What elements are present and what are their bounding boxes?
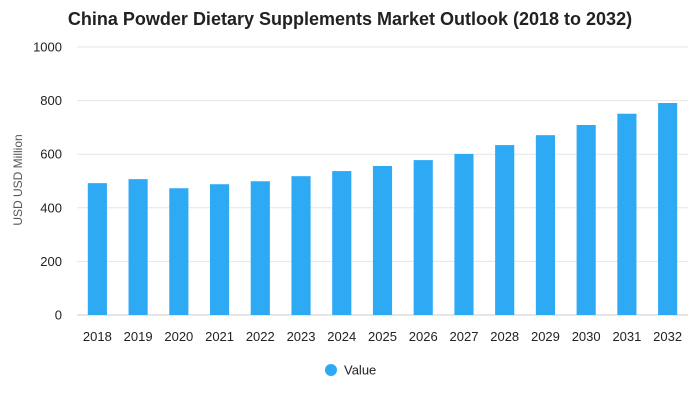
x-tick-label-2032: 2032 bbox=[653, 329, 682, 344]
bar-2032 bbox=[658, 103, 678, 316]
y-tick-label-600: 600 bbox=[40, 147, 62, 162]
bar-2018 bbox=[87, 183, 107, 315]
bar-2030 bbox=[576, 124, 596, 315]
bar-2019 bbox=[128, 179, 148, 315]
bar-2020 bbox=[169, 188, 189, 315]
y-tick-label-1000: 1000 bbox=[33, 40, 62, 55]
bar-2021 bbox=[209, 184, 230, 315]
x-tick-label-2031: 2031 bbox=[612, 329, 641, 344]
y-tick-label-800: 800 bbox=[40, 93, 62, 108]
bars bbox=[87, 103, 678, 316]
chart-title: China Powder Dietary Supplements Market … bbox=[68, 9, 632, 29]
x-tick-label-2027: 2027 bbox=[450, 329, 479, 344]
bar-2028 bbox=[495, 145, 515, 315]
bar-2024 bbox=[332, 171, 352, 315]
x-tick-label-2020: 2020 bbox=[164, 329, 193, 344]
bar-2022 bbox=[250, 181, 270, 315]
x-tick-label-2024: 2024 bbox=[327, 329, 356, 344]
x-tick-label-2023: 2023 bbox=[287, 329, 316, 344]
x-tick-label-2018: 2018 bbox=[83, 329, 112, 344]
bar-2026 bbox=[413, 160, 433, 315]
x-tick-label-2025: 2025 bbox=[368, 329, 397, 344]
bar-2025 bbox=[372, 165, 393, 315]
x-tick-label-2022: 2022 bbox=[246, 329, 275, 344]
y-tick-label-0: 0 bbox=[55, 308, 62, 323]
bar-2027 bbox=[454, 153, 474, 315]
legend: Value bbox=[325, 363, 376, 378]
x-tick-label-2028: 2028 bbox=[490, 329, 519, 344]
bar-2031 bbox=[617, 113, 637, 316]
legend-swatch-value bbox=[325, 364, 337, 376]
x-tick-label-2019: 2019 bbox=[124, 329, 153, 344]
legend-label-value: Value bbox=[344, 363, 376, 378]
x-tick-label-2026: 2026 bbox=[409, 329, 438, 344]
y-axis-ticks: 0 200 400 600 800 1000 bbox=[33, 40, 62, 323]
y-tick-label-400: 400 bbox=[40, 200, 62, 215]
x-axis-ticks: 2018 2019 2020 2021 2022 2023 2024 2025 2026 2027… bbox=[83, 329, 682, 344]
x-tick-label-2029: 2029 bbox=[531, 329, 560, 344]
bar-2023 bbox=[291, 176, 311, 315]
y-tick-label-200: 200 bbox=[40, 254, 62, 269]
y-axis-title: USD USD Million bbox=[11, 134, 25, 225]
x-tick-label-2030: 2030 bbox=[572, 329, 601, 344]
bar-2029 bbox=[535, 135, 556, 315]
x-tick-label-2021: 2021 bbox=[205, 329, 234, 344]
